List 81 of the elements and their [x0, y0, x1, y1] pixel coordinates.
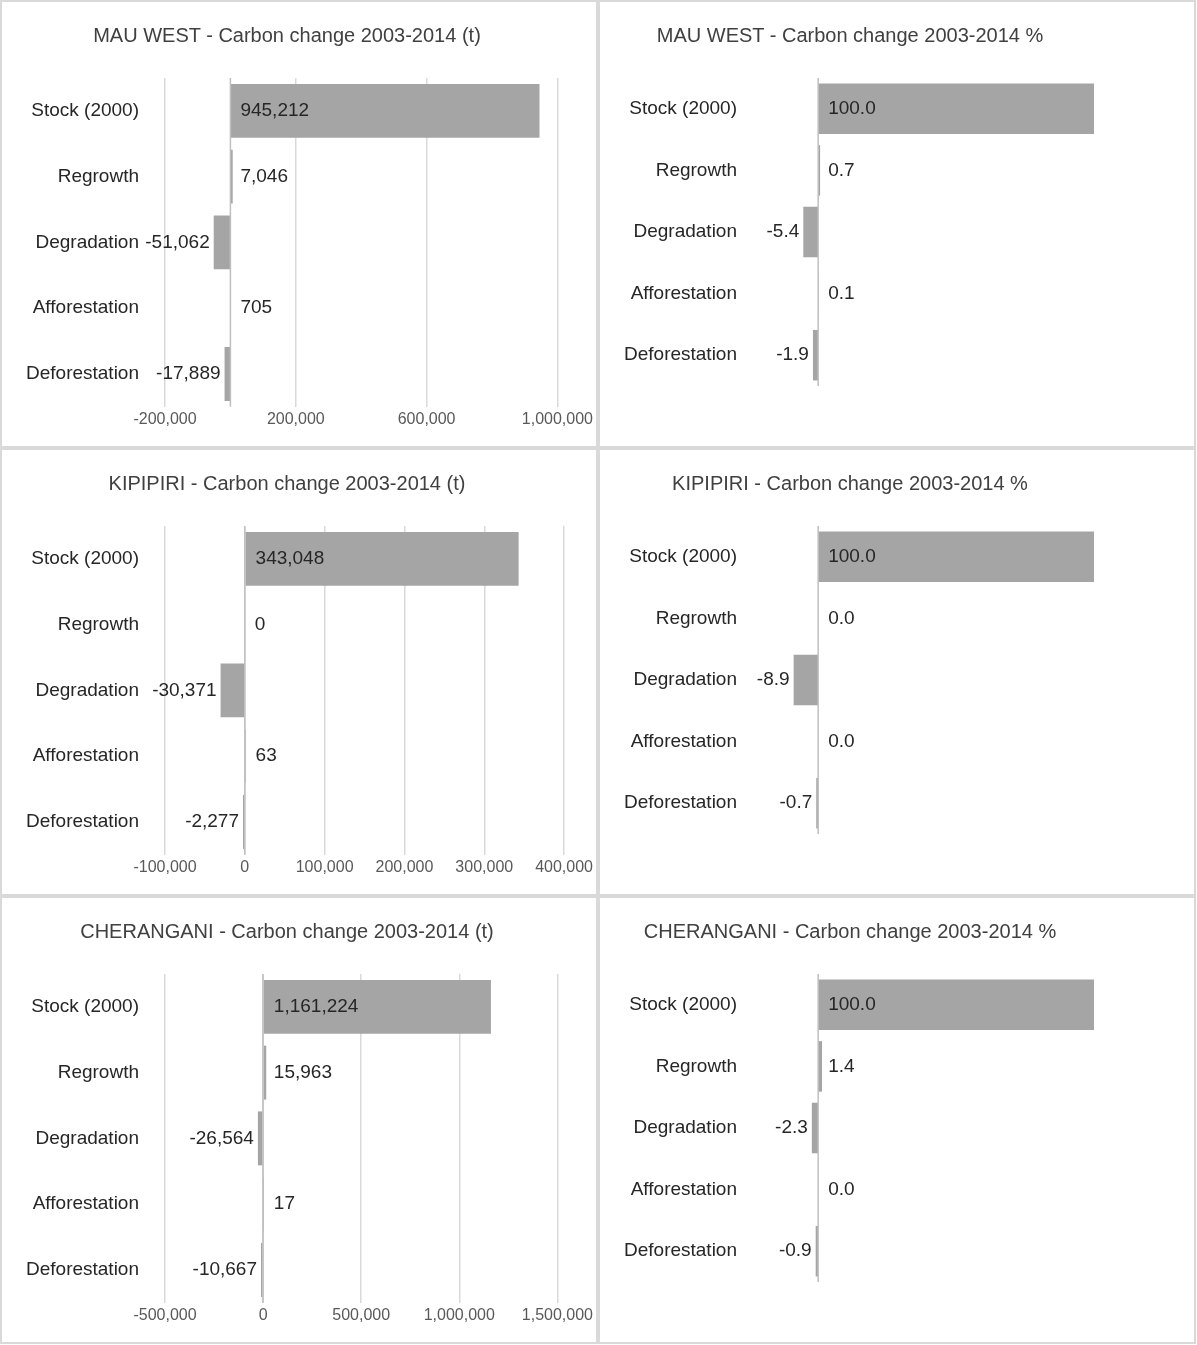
x-tick-label: 500,000: [332, 1305, 391, 1323]
x-tick-label: -200,000: [133, 409, 197, 427]
x-tick-label: 0: [258, 1305, 268, 1323]
chart-title: CHERANGANI - Carbon change 2003-2014 (t): [80, 919, 494, 942]
data-label: 100.0: [828, 545, 876, 567]
data-label: 0.0: [828, 1177, 855, 1199]
data-label: 0.7: [828, 158, 855, 180]
x-tick-label: 200,000: [375, 857, 434, 875]
chart-title: MAU WEST - Carbon change 2003-2014 %: [656, 23, 1044, 46]
y-tick-label: Afforestation: [630, 729, 738, 751]
data-label: -30,371: [152, 678, 217, 700]
y-tick-label: Regrowth: [57, 612, 140, 634]
data-label: -0.9: [778, 1239, 812, 1261]
data-label: 17: [273, 1192, 295, 1214]
y-tick-label: Regrowth: [655, 1054, 738, 1076]
data-label: -17,889: [156, 362, 221, 384]
data-label: 0.1: [828, 281, 855, 303]
x-tick-label: 0: [240, 857, 250, 875]
data-label: 63: [255, 744, 277, 766]
y-tick-label: Regrowth: [655, 606, 738, 628]
data-label: -5.4: [766, 220, 800, 242]
y-tick-label: Degradation: [633, 220, 738, 242]
chart-title: MAU WEST - Carbon change 2003-2014 (t): [93, 23, 481, 46]
x-tick-label: -500,000: [133, 1305, 197, 1323]
data-label: -1.9: [776, 343, 809, 365]
y-tick-label: Stock (2000): [31, 547, 140, 569]
data-label: 0: [254, 612, 266, 634]
y-tick-label: Afforestation: [630, 281, 738, 303]
y-tick-label: Regrowth: [655, 158, 738, 180]
data-label: -2,277: [185, 810, 239, 832]
y-tick-label: Deforestation: [623, 343, 738, 365]
y-tick-label: Degradation: [35, 230, 140, 252]
y-tick-label: Deforestation: [623, 791, 738, 813]
data-label: 705: [240, 296, 273, 318]
data-label: -51,062: [145, 230, 210, 252]
data-label: 0.0: [828, 606, 855, 628]
y-tick-label: Stock (2000): [629, 545, 738, 567]
y-tick-label: Degradation: [35, 678, 140, 700]
x-tick-label: 100,000: [295, 857, 354, 875]
y-tick-label: Deforestation: [623, 1239, 738, 1261]
chart-title: KIPIPIRI - Carbon change 2003-2014 %: [672, 471, 1029, 494]
data-label: -0.7: [779, 791, 813, 813]
x-tick-label: 1,000,000: [423, 1305, 495, 1323]
y-tick-label: Stock (2000): [31, 99, 140, 121]
x-tick-label: 1,500,000: [521, 1305, 594, 1323]
y-tick-label: Afforestation: [630, 1177, 738, 1199]
data-label: -10,667: [192, 1258, 258, 1280]
data-label: 15,963: [273, 1060, 332, 1082]
y-tick-label: Degradation: [633, 668, 738, 690]
chart-title: KIPIPIRI - Carbon change 2003-2014 (t): [108, 471, 466, 494]
y-tick-label: Stock (2000): [629, 993, 738, 1015]
y-tick-label: Regrowth: [57, 1060, 140, 1082]
y-tick-label: Degradation: [633, 1116, 738, 1138]
x-tick-label: 300,000: [455, 857, 514, 875]
data-label: 1,161,224: [273, 995, 359, 1017]
data-label: 1.4: [828, 1054, 856, 1076]
y-tick-label: Deforestation: [25, 810, 140, 832]
y-tick-label: Afforestation: [32, 296, 140, 318]
chart-title: CHERANGANI - Carbon change 2003-2014 %: [643, 919, 1057, 942]
data-label: -26,564: [189, 1126, 255, 1148]
data-label: 100.0: [828, 97, 876, 119]
y-tick-label: Deforestation: [25, 362, 140, 384]
data-label: 343,048: [255, 547, 325, 569]
x-tick-label: 1,000,000: [521, 409, 594, 427]
x-tick-label: 200,000: [266, 409, 325, 427]
data-label: 100.0: [828, 993, 876, 1015]
y-tick-label: Regrowth: [57, 164, 140, 186]
y-tick-label: Stock (2000): [629, 97, 738, 119]
data-label: -8.9: [756, 668, 790, 690]
x-tick-label: -100,000: [133, 857, 197, 875]
y-tick-label: Degradation: [35, 1126, 140, 1148]
data-label: 7,046: [240, 164, 288, 186]
y-tick-label: Stock (2000): [31, 995, 140, 1017]
data-label: 945,212: [240, 99, 310, 121]
data-label: -2.3: [775, 1116, 808, 1138]
y-tick-label: Afforestation: [32, 744, 140, 766]
x-tick-label: 600,000: [397, 409, 456, 427]
x-tick-label: 400,000: [535, 857, 594, 875]
y-tick-label: Deforestation: [25, 1258, 140, 1280]
data-label: 0.0: [828, 729, 855, 751]
y-tick-label: Afforestation: [32, 1192, 140, 1214]
